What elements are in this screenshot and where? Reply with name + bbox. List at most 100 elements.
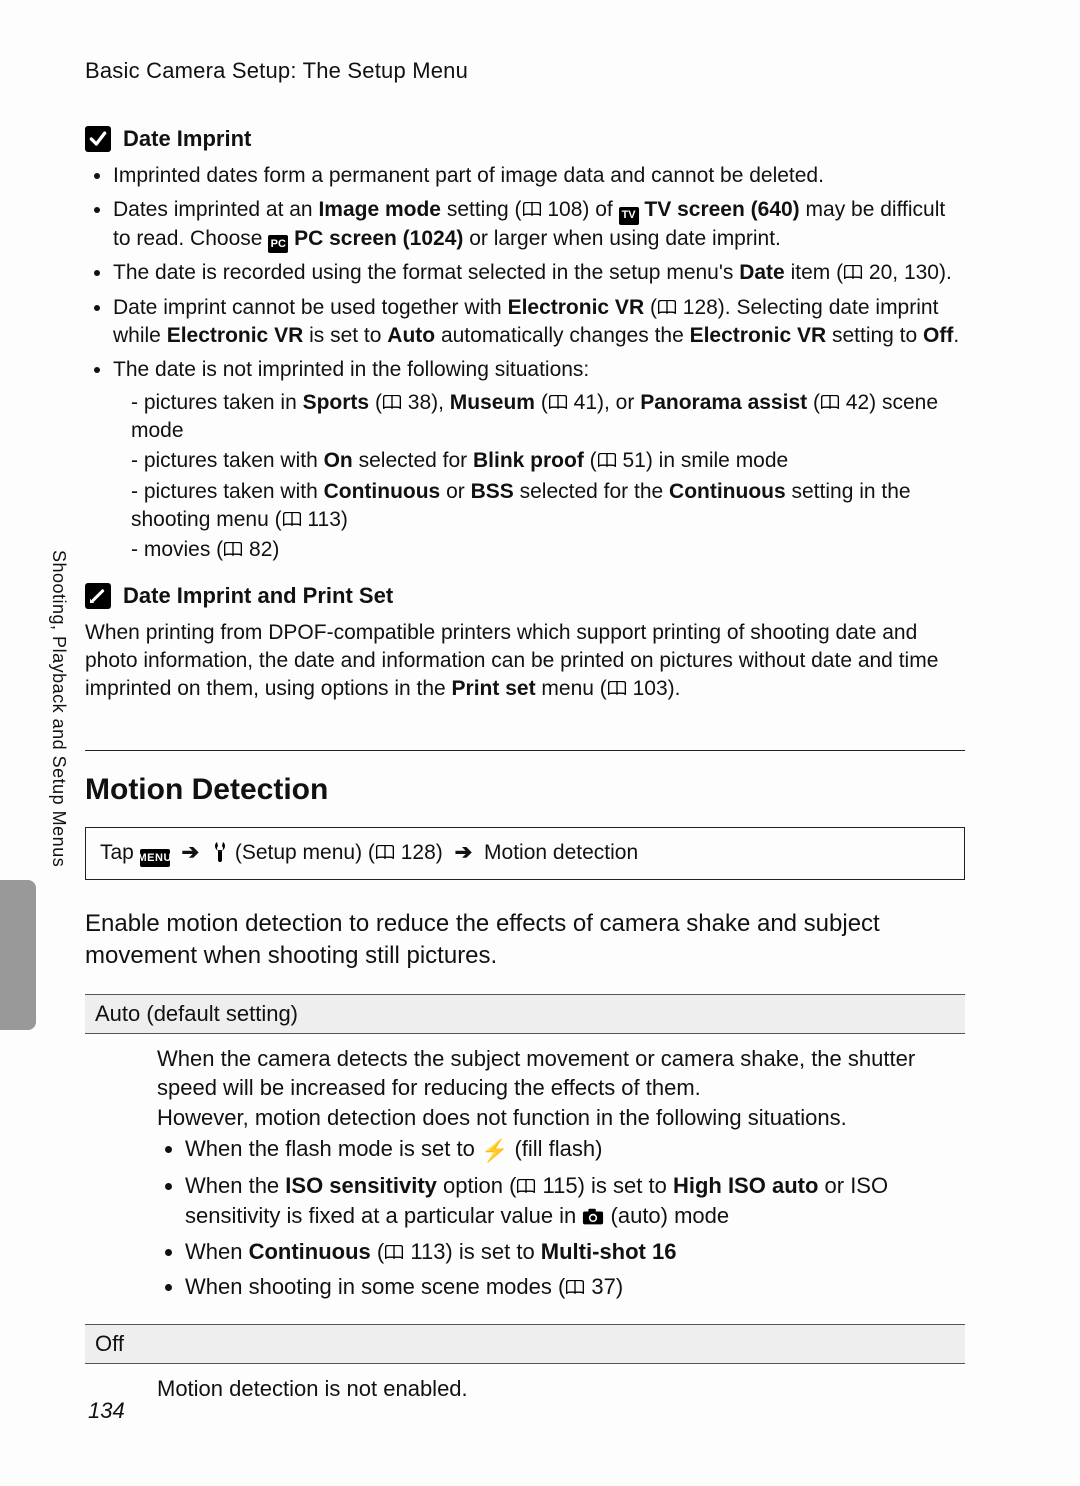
text: ( <box>644 296 657 319</box>
text: 41), or <box>568 391 640 414</box>
bold: TV screen (640) <box>639 198 800 221</box>
bold: PC screen (1024) <box>288 227 463 250</box>
book-icon <box>516 1179 536 1195</box>
text: 113) <box>302 508 348 531</box>
text: 20, 130). <box>863 261 952 284</box>
note-date-imprint-heading: Date Imprint <box>85 126 965 152</box>
breadcrumb: Basic Camera Setup: The Setup Menu <box>85 58 965 84</box>
text: Motion detection <box>478 841 638 864</box>
side-section-label: Shooting, Playback and Setup Menus <box>48 550 69 867</box>
camera-icon <box>582 1208 604 1226</box>
text: movies ( <box>144 538 223 561</box>
book-icon <box>843 265 863 281</box>
bold: Continuous <box>324 480 441 503</box>
text: ( <box>584 449 597 472</box>
book-icon <box>597 453 617 469</box>
flash-icon: ⚡ <box>481 1136 508 1166</box>
text: ( <box>535 391 548 414</box>
bold: Panorama assist <box>640 391 807 414</box>
option-off-header: Off <box>85 1324 965 1364</box>
text: item ( <box>785 261 843 284</box>
sub-item: pictures taken with Continuous or BSS se… <box>131 478 965 535</box>
text: 113) is set to <box>404 1239 541 1264</box>
wrench-icon <box>211 840 229 862</box>
text: (fill flash) <box>508 1136 602 1161</box>
book-icon <box>375 845 395 861</box>
sub-item: movies ( 82) <box>131 536 965 564</box>
bold: BSS <box>471 480 514 503</box>
text: ( <box>371 1239 384 1264</box>
text: When shooting in some scene modes ( <box>185 1274 565 1299</box>
text: or <box>440 480 470 503</box>
text: Dates imprinted at an <box>113 198 318 221</box>
pencil-icon <box>85 583 111 609</box>
text: The date is recorded using the format se… <box>113 261 739 284</box>
text: selected for <box>353 449 473 472</box>
menu-badge-icon: MENU <box>140 849 170 867</box>
text: automatically changes the <box>435 324 689 347</box>
text: or larger when using date imprint. <box>463 227 781 250</box>
section-title: Motion Detection <box>85 773 965 807</box>
text: 108) of <box>542 198 619 221</box>
bold: Continuous <box>249 1239 371 1264</box>
text: pictures taken with <box>144 480 324 503</box>
text: (auto) mode <box>604 1203 729 1228</box>
bold: Museum <box>450 391 535 414</box>
text: setting ( <box>441 198 522 221</box>
bold: Electronic VR <box>167 324 304 347</box>
bold: Electronic VR <box>690 324 827 347</box>
note-print-set-heading: Date Imprint and Print Set <box>85 583 965 609</box>
text: pictures taken in <box>144 391 303 414</box>
book-icon <box>282 512 302 528</box>
book-icon <box>565 1280 585 1296</box>
book-icon <box>548 395 568 411</box>
bold: Blink proof <box>473 449 584 472</box>
bullet: When the ISO sensitivity option ( 115) i… <box>185 1171 965 1230</box>
text: 38), <box>402 391 450 414</box>
option-auto-header: Auto (default setting) <box>85 994 965 1034</box>
bold: Date <box>739 261 785 284</box>
sub-list: pictures taken in Sports ( 38), Museum (… <box>113 389 965 565</box>
bullet: Imprinted dates form a permanent part of… <box>113 162 965 190</box>
bold: High ISO auto <box>673 1173 818 1198</box>
text: option ( <box>437 1173 517 1198</box>
text: When <box>185 1239 249 1264</box>
text: The date is not imprinted in the followi… <box>113 358 589 381</box>
sub-item: pictures taken with On selected for Blin… <box>131 447 965 475</box>
bold: Multi-shot 16 <box>541 1239 677 1264</box>
bold: Auto <box>387 324 435 347</box>
text: Tap <box>100 841 140 864</box>
bold: Continuous <box>669 480 786 503</box>
text: 82) <box>243 538 279 561</box>
text: 128) <box>395 841 449 864</box>
note-title: Date Imprint <box>123 126 251 152</box>
bullet: Dates imprinted at an Image mode setting… <box>113 196 965 253</box>
tv-badge-icon: TV <box>619 207 639 225</box>
text: ( <box>369 391 382 414</box>
text: When the camera detects the subject move… <box>157 1044 965 1102</box>
book-icon <box>382 395 402 411</box>
option-auto-bullets: When the flash mode is set to ⚡ (fill fl… <box>157 1134 965 1302</box>
bullet: When Continuous ( 113) is set to Multi-s… <box>185 1237 965 1267</box>
text: pictures taken with <box>144 449 324 472</box>
text: When the <box>185 1173 285 1198</box>
sub-item: pictures taken in Sports ( 38), Museum (… <box>131 389 965 446</box>
text: 115) is set to <box>536 1173 673 1198</box>
book-icon <box>522 202 542 218</box>
navigation-path-box: Tap MENU ➔ (Setup menu) ( 128) ➔ Motion … <box>85 827 965 880</box>
bold: On <box>324 449 353 472</box>
option-auto-body: When the camera detects the subject move… <box>85 1044 965 1324</box>
date-imprint-bullets: Imprinted dates form a permanent part of… <box>85 162 965 565</box>
bullet: When the flash mode is set to ⚡ (fill fl… <box>185 1134 965 1166</box>
book-icon <box>223 542 243 558</box>
bold: Sports <box>303 391 370 414</box>
text: Date imprint cannot be used together wit… <box>113 296 508 319</box>
bullet: When shooting in some scene modes ( 37) <box>185 1272 965 1302</box>
bold: Print set <box>452 677 536 700</box>
note-title: Date Imprint and Print Set <box>123 583 393 609</box>
book-icon <box>657 300 677 316</box>
side-tab <box>0 880 36 1030</box>
bullet: The date is not imprinted in the followi… <box>113 356 965 564</box>
section-separator <box>85 750 965 751</box>
arrow-icon: ➔ <box>182 841 200 864</box>
